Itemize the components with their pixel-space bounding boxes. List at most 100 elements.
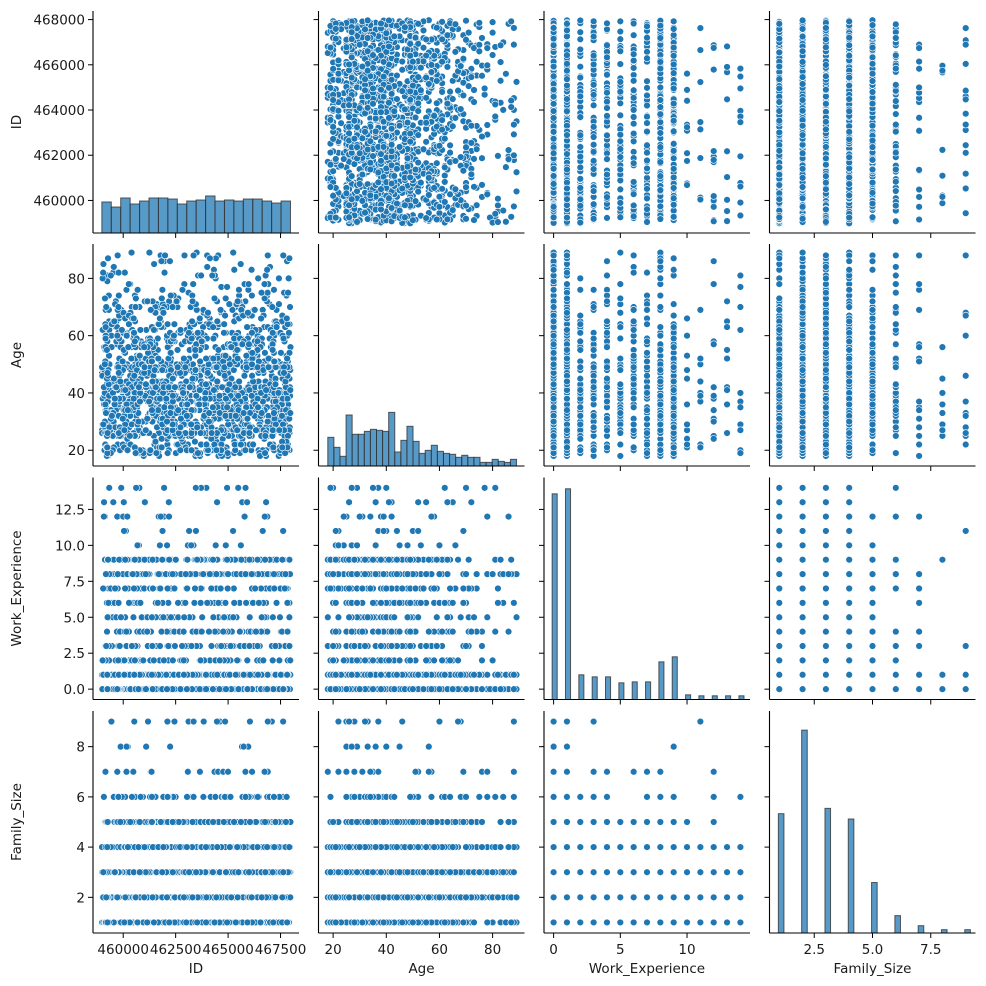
scatter-point <box>387 124 396 133</box>
scatter-point <box>446 148 454 157</box>
scatter-point <box>329 123 337 131</box>
scatter-point <box>332 213 340 222</box>
scatter-point <box>723 207 731 215</box>
scatter-point <box>576 63 584 71</box>
y-tick-label: 466000 <box>33 58 85 74</box>
scatter-point <box>443 215 452 224</box>
scatter-point <box>470 86 478 94</box>
scatter-point <box>329 192 337 200</box>
scatter-point <box>683 86 691 94</box>
scatter-point <box>329 96 337 104</box>
scatter-point <box>507 17 515 26</box>
scatter-point <box>563 66 571 75</box>
scatter-point <box>616 131 625 139</box>
scatter-point <box>656 58 665 66</box>
scatter-point <box>377 150 385 158</box>
scatter-point <box>361 128 369 136</box>
scatter-point <box>549 172 558 180</box>
scatter-point <box>629 77 638 85</box>
scatter-point <box>395 122 404 130</box>
scatter-point <box>393 95 401 103</box>
scatter-point <box>414 73 422 81</box>
scatter-point <box>438 185 446 193</box>
scatter-point <box>403 118 412 127</box>
scatter-point <box>683 149 691 157</box>
histogram-bar <box>110 206 122 234</box>
scatter-point <box>603 214 611 222</box>
scatter-point <box>563 95 571 103</box>
scatter-point <box>723 42 731 51</box>
scatter-point <box>488 51 497 59</box>
scatter-point <box>377 185 385 193</box>
scatter-point <box>348 73 356 82</box>
scatter-point <box>326 160 335 169</box>
y-tick-label: 460000 <box>33 193 85 209</box>
scatter-point <box>414 131 422 139</box>
scatter-point <box>710 203 718 211</box>
scatter-point <box>342 43 351 51</box>
scatter-point <box>962 24 970 32</box>
scatter-point <box>616 17 625 26</box>
histogram-bar <box>186 200 197 234</box>
scatter-point <box>443 99 452 108</box>
scatter-point <box>723 217 731 225</box>
scatter-point <box>478 34 486 42</box>
scatter-point <box>616 176 625 185</box>
scatter-point <box>342 189 351 197</box>
scatter-point <box>892 201 900 210</box>
scatter-point <box>563 20 571 28</box>
scatter-point <box>656 96 665 104</box>
scatter-point <box>401 105 409 114</box>
scatter-point <box>475 47 484 56</box>
scatter-point <box>669 154 678 163</box>
scatter-point <box>656 215 665 223</box>
scatter-point <box>462 215 470 223</box>
scatter-point <box>915 57 923 66</box>
scatter-point <box>669 140 678 148</box>
scatter-point <box>892 64 900 73</box>
histogram-bar <box>139 200 150 234</box>
scatter-point <box>419 44 428 52</box>
scatter-point <box>377 157 385 165</box>
scatter-point <box>483 44 491 52</box>
scatter-point <box>669 147 678 155</box>
scatter-point <box>589 165 598 173</box>
scatter-point <box>629 64 638 72</box>
scatter-point <box>411 165 420 174</box>
scatter-point <box>629 137 638 146</box>
scatter-point <box>915 215 923 224</box>
scatter-point <box>549 135 558 143</box>
scatter-point <box>382 29 390 37</box>
scatter-point <box>962 149 970 157</box>
scatter-point <box>334 107 343 115</box>
scatter-point <box>643 205 651 213</box>
scatter-point <box>736 72 745 81</box>
scatter-point <box>576 163 584 172</box>
scatter-point <box>643 156 651 165</box>
scatter-point <box>589 148 598 156</box>
scatter-point <box>496 58 505 66</box>
scatter-point <box>379 143 388 151</box>
scatter-point <box>696 118 705 126</box>
scatter-point <box>962 209 970 217</box>
scatter-point <box>669 60 678 69</box>
scatter-point <box>616 47 625 55</box>
scatter-point <box>576 131 584 139</box>
scatter-point <box>385 99 393 107</box>
scatter-point <box>643 22 651 31</box>
scatter-point <box>549 85 558 94</box>
scatter-point <box>414 99 422 108</box>
scatter-point <box>393 165 401 173</box>
scatter-point <box>643 84 651 92</box>
scatter-point <box>502 163 510 171</box>
scatter-point <box>401 23 409 31</box>
scatter-point <box>510 130 518 139</box>
scatter-point <box>395 206 404 215</box>
scatter-point <box>345 101 353 109</box>
scatter-point <box>470 216 478 224</box>
y-tick-label: 468000 <box>33 13 85 29</box>
scatter-point <box>629 159 638 167</box>
scatter-point <box>491 112 499 121</box>
